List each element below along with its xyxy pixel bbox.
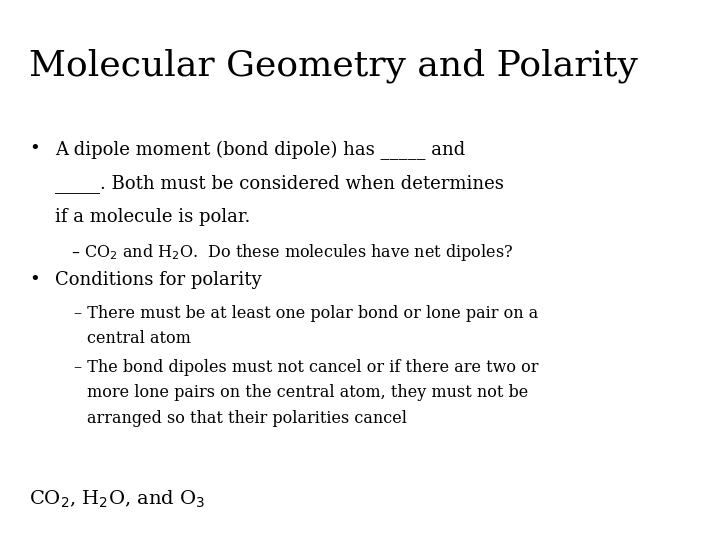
Text: Molecular Geometry and Polarity: Molecular Geometry and Polarity [29, 49, 638, 83]
Text: _____. Both must be considered when determines: _____. Both must be considered when dete… [55, 174, 503, 193]
Text: central atom: central atom [87, 330, 191, 347]
Text: Conditions for polarity: Conditions for polarity [55, 271, 261, 288]
Text: if a molecule is polar.: if a molecule is polar. [55, 208, 250, 226]
Text: – There must be at least one polar bond or lone pair on a: – There must be at least one polar bond … [74, 305, 539, 321]
Text: – The bond dipoles must not cancel or if there are two or: – The bond dipoles must not cancel or if… [74, 359, 539, 375]
Text: CO$_2$, H$_2$O, and O$_3$: CO$_2$, H$_2$O, and O$_3$ [29, 489, 205, 510]
Text: A dipole moment (bond dipole) has _____ and: A dipole moment (bond dipole) has _____ … [55, 140, 465, 160]
Text: more lone pairs on the central atom, they must not be: more lone pairs on the central atom, the… [87, 384, 528, 401]
Text: $\endash$ CO$_2$ and H$_2$O.  Do these molecules have net dipoles?: $\endash$ CO$_2$ and H$_2$O. Do these mo… [71, 242, 513, 264]
Text: arranged so that their polarities cancel: arranged so that their polarities cancel [87, 410, 407, 427]
Text: •: • [29, 271, 40, 288]
Text: •: • [29, 140, 40, 158]
